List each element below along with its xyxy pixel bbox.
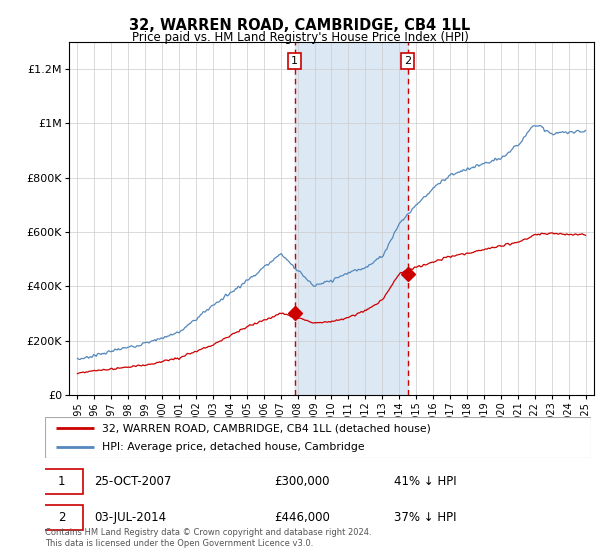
Text: 2: 2 bbox=[58, 511, 65, 524]
Text: 37% ↓ HPI: 37% ↓ HPI bbox=[394, 511, 457, 524]
Text: £446,000: £446,000 bbox=[274, 511, 330, 524]
Bar bbox=[295, 42, 408, 395]
Text: £300,000: £300,000 bbox=[274, 475, 330, 488]
FancyBboxPatch shape bbox=[45, 417, 591, 458]
FancyBboxPatch shape bbox=[40, 505, 83, 530]
Text: 2: 2 bbox=[404, 56, 411, 66]
Text: Price paid vs. HM Land Registry's House Price Index (HPI): Price paid vs. HM Land Registry's House … bbox=[131, 31, 469, 44]
Text: Contains HM Land Registry data © Crown copyright and database right 2024.
This d: Contains HM Land Registry data © Crown c… bbox=[45, 528, 371, 548]
Text: 32, WARREN ROAD, CAMBRIDGE, CB4 1LL (detached house): 32, WARREN ROAD, CAMBRIDGE, CB4 1LL (det… bbox=[103, 423, 431, 433]
Text: 03-JUL-2014: 03-JUL-2014 bbox=[94, 511, 166, 524]
Text: HPI: Average price, detached house, Cambridge: HPI: Average price, detached house, Camb… bbox=[103, 442, 365, 451]
FancyBboxPatch shape bbox=[40, 469, 83, 494]
Text: 25-OCT-2007: 25-OCT-2007 bbox=[94, 475, 172, 488]
Text: 41% ↓ HPI: 41% ↓ HPI bbox=[394, 475, 457, 488]
Text: 32, WARREN ROAD, CAMBRIDGE, CB4 1LL: 32, WARREN ROAD, CAMBRIDGE, CB4 1LL bbox=[130, 18, 470, 33]
Text: 1: 1 bbox=[291, 56, 298, 66]
Text: 1: 1 bbox=[58, 475, 65, 488]
